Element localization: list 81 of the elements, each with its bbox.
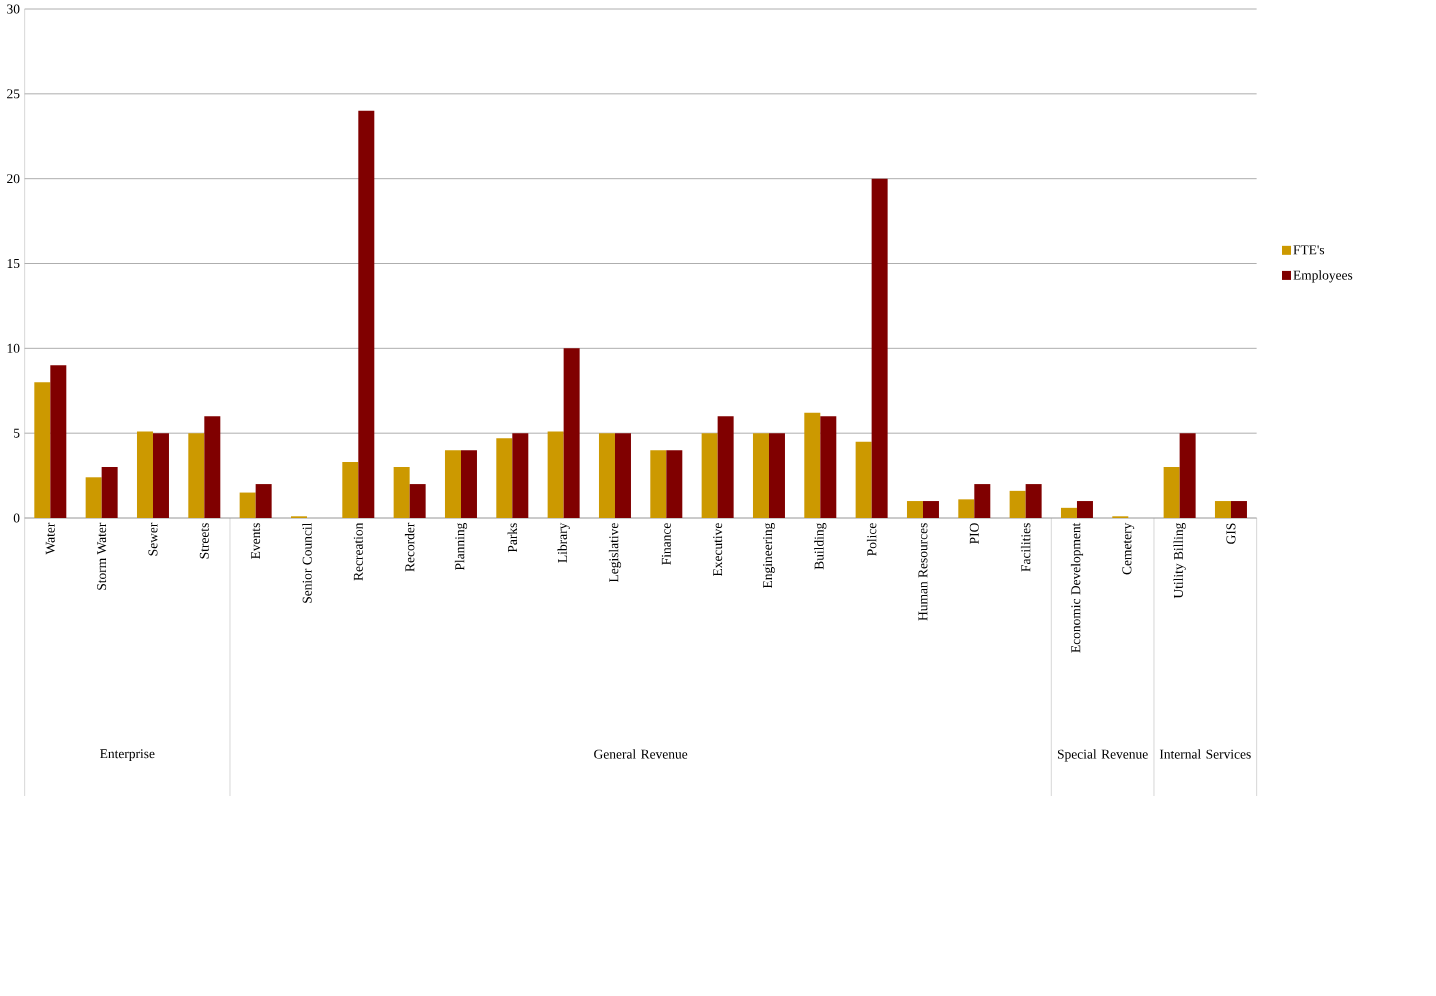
x-tick-label: Recorder	[404, 522, 415, 572]
bar	[906, 500, 923, 518]
bar	[1179, 432, 1196, 518]
bar	[752, 432, 769, 518]
bar	[239, 492, 256, 518]
bar	[1009, 490, 1026, 518]
y-tick-label: 5	[14, 428, 20, 438]
bar	[460, 449, 477, 518]
bar	[598, 432, 615, 518]
x-tick-label: Library	[557, 522, 570, 563]
x-tick-label: Storm Water	[97, 522, 107, 590]
x-tick-label: Economic Development	[1070, 522, 1084, 653]
x-tick-label: Facilities	[1020, 522, 1031, 572]
bar	[974, 483, 991, 518]
bar	[666, 449, 683, 518]
x-tick-label: Senior Council	[302, 522, 312, 603]
x-tick-label: PIO	[969, 523, 979, 544]
bar	[804, 412, 821, 518]
bar	[650, 449, 667, 518]
x-tick-label: Planning	[454, 522, 468, 570]
x-tick-label: Finance	[661, 522, 671, 565]
bar	[717, 415, 734, 518]
bar	[820, 415, 837, 518]
y-tick-label: 30	[7, 4, 20, 14]
x-tick-label: Police	[866, 522, 877, 556]
x-tick-label: GIS	[1226, 523, 1236, 544]
bar	[188, 432, 205, 518]
bar	[768, 432, 785, 518]
x-tick-label: Building	[814, 522, 827, 570]
text: General Revenue	[594, 748, 688, 759]
bar	[1060, 507, 1077, 518]
bar	[614, 432, 631, 518]
x-tick-label: Legislative	[608, 522, 622, 582]
x-tick-label: Engineering	[763, 522, 775, 588]
bar	[444, 449, 461, 518]
bar	[1163, 466, 1180, 518]
bar	[496, 438, 513, 518]
y-tick-label: 20	[7, 173, 20, 183]
bar	[855, 441, 872, 518]
x-tick-label: Executive	[713, 522, 723, 576]
y-tick-label: 15	[7, 258, 20, 268]
bar	[871, 178, 888, 518]
y-tick-label: 10	[7, 343, 20, 353]
bar	[701, 432, 718, 518]
x-tick-label: Utility Billing	[1173, 522, 1186, 599]
bar	[204, 415, 221, 518]
text: Enterprise	[100, 748, 155, 761]
y-tick-label: 25	[7, 89, 20, 99]
bar	[1025, 483, 1042, 518]
bar	[409, 483, 426, 518]
y-tick-label: 0	[13, 513, 20, 523]
x-tick-label: Events	[251, 522, 261, 559]
bar	[922, 500, 939, 518]
bar	[85, 477, 102, 518]
x-tick-label: Human Resources	[918, 522, 928, 621]
x-tick-label: Streets	[199, 522, 209, 559]
bar	[393, 466, 410, 518]
x-tick-label: Water	[45, 522, 55, 555]
bar	[547, 431, 564, 518]
bar	[34, 382, 51, 518]
bar	[342, 461, 359, 518]
x-tick-label: Recreation	[353, 522, 363, 581]
bar	[50, 365, 67, 518]
legend-label: FTE's	[1293, 245, 1325, 255]
x-tick-label: Cemetery	[1122, 522, 1135, 575]
bar	[1076, 500, 1093, 518]
bar	[1214, 500, 1231, 518]
bar	[152, 432, 169, 518]
text: Special Revenue	[1057, 748, 1148, 762]
bar	[101, 466, 118, 518]
x-tick-label: Parks	[507, 522, 518, 552]
bar	[958, 499, 975, 518]
x-tick-label: Sewer	[148, 522, 158, 556]
bar	[255, 483, 272, 518]
legend-label: Employees	[1293, 270, 1353, 283]
bar	[1230, 500, 1247, 518]
text: Internal Services	[1159, 748, 1251, 759]
bar	[512, 432, 529, 518]
bar	[136, 431, 153, 518]
bar	[563, 348, 580, 518]
bar	[358, 110, 375, 518]
